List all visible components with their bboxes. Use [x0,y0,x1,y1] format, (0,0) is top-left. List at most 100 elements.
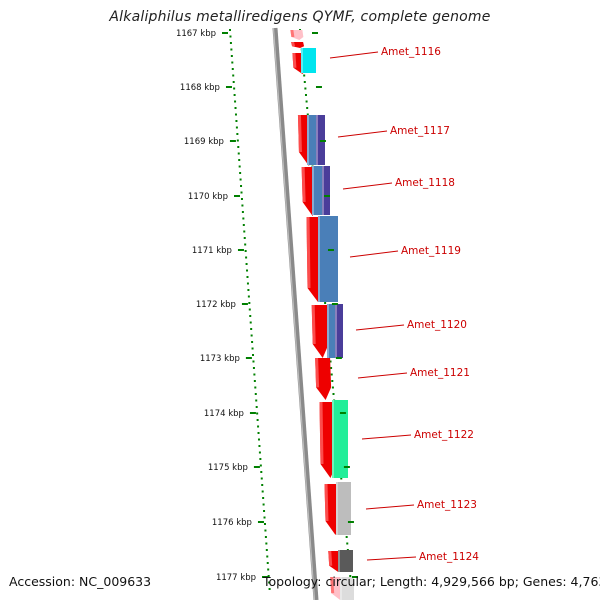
gc-skew-dot [253,380,256,382]
gc-skew-dot [234,113,237,116]
gc-skew-dot [261,484,264,486]
domain-cyan [301,48,316,73]
gc-skew-dot [246,276,249,278]
gene-leader-line [355,324,405,331]
gc-skew-dot [229,29,231,31]
gc-skew-dot [247,289,250,291]
gc-skew-dot [238,165,241,168]
feature-block [322,166,330,215]
feature-block [332,400,348,478]
gc-skew-dot [234,100,237,103]
gc-content-dot [324,302,327,304]
feature-block-shine [322,166,324,215]
gene-label: Amet_1119 [401,245,461,257]
gc-skew-dot [267,568,270,571]
gc-content-dot [331,380,334,382]
gc-skew-dot [252,360,255,363]
gene-leader-line [329,51,379,59]
gc-skew-dot [243,230,246,233]
gc-skew-dot [260,471,263,473]
gc-skew-dot [249,321,252,324]
gc-skew-dot [250,328,253,330]
gc-skew-dot [252,367,255,369]
gc-skew-dot [240,198,243,200]
genome-backbone [272,27,319,600]
gc-content-dot [304,87,307,90]
feature-block-shine [301,48,303,73]
gc-content-dot [329,360,332,363]
gc-skew-dot [232,74,235,77]
gc-skew-dot [244,250,247,252]
gc-skew-dot [239,178,242,181]
gc-skew-dot [236,139,239,142]
gc-skew-dot [263,516,266,519]
feature-track [290,30,354,600]
gc-skew-dot [233,94,236,96]
accession-text: Accession: NC_009633 [9,574,151,589]
domain-slateblue [335,304,343,358]
kbp-tick-label: 1172 kbp [196,300,236,310]
gc-skew-dot [259,458,262,460]
gc-skew-dot [229,35,232,38]
gc-skew-dot [254,386,257,389]
gc-content-dot [303,81,306,83]
gc-skew-dot [256,419,259,421]
gene-label: Amet_1123 [417,499,477,511]
gc-skew-dot [250,334,253,337]
gc-skew-dot [235,126,238,129]
cds-1121 [315,358,332,400]
gc-skew-dot [247,295,250,298]
gc-skew-dot [248,308,251,311]
gc-skew-dot [252,354,255,356]
feature-block-shine [318,216,320,302]
gc-skew-dot [263,523,266,525]
cds-small [291,42,305,48]
gc-skew-dot [266,555,269,558]
gene-label: Amet_1122 [414,429,474,441]
cds-arrow-body [315,358,332,400]
gc-skew-dot [260,477,263,480]
domain-faded [340,577,354,600]
gc-skew-dot [231,61,234,64]
gene-leader-line [337,130,388,138]
gc-content-dot [330,367,333,369]
kbp-tick-label: 1170 kbp [188,192,228,202]
cds-arrow-shade [291,42,296,47]
gene-label: Amet_1117 [390,125,450,137]
gc-skew-dot [242,224,245,226]
gc-content-dot [306,107,309,109]
feature-block-shine [335,304,337,358]
cds-1120 [311,305,329,358]
cds-arrow-shade [292,53,297,68]
gc-skew-dot [268,588,271,590]
feature-block [335,304,343,358]
gc-content-dot [305,100,308,103]
gc-skew-dot [233,87,236,90]
gc-skew-dot [266,562,269,564]
backbone-highlight [272,27,316,600]
cds-arrow-shade [319,402,324,464]
kbp-tick-label: 1169 kbp [184,137,224,147]
feature-block [318,216,338,302]
cds-arrow-shade [328,551,333,566]
backbone-line [272,27,319,600]
kbp-tick-label: 1171 kbp [192,246,232,256]
domain-steelblue [307,115,317,165]
gc-skew-dot [240,185,243,187]
gc-skew-dot [251,347,254,350]
feature-block-shine [312,166,314,215]
gc-content-dot [306,113,309,116]
gc-skew-dot [258,451,261,454]
gc-skew-dot [231,68,234,70]
feature-block [336,482,351,535]
kbp-tick-label: 1167 kbp [176,29,216,39]
gc-content-dot [331,386,334,389]
gene-label: Amet_1124 [419,551,479,563]
gc-skew-dot [262,503,265,506]
feature-block-shine [327,304,329,358]
gene-leader-line [349,250,399,258]
gc-skew-dot [261,490,264,493]
domain-steelblue [327,304,336,358]
gene-label: Amet_1118 [395,177,455,189]
